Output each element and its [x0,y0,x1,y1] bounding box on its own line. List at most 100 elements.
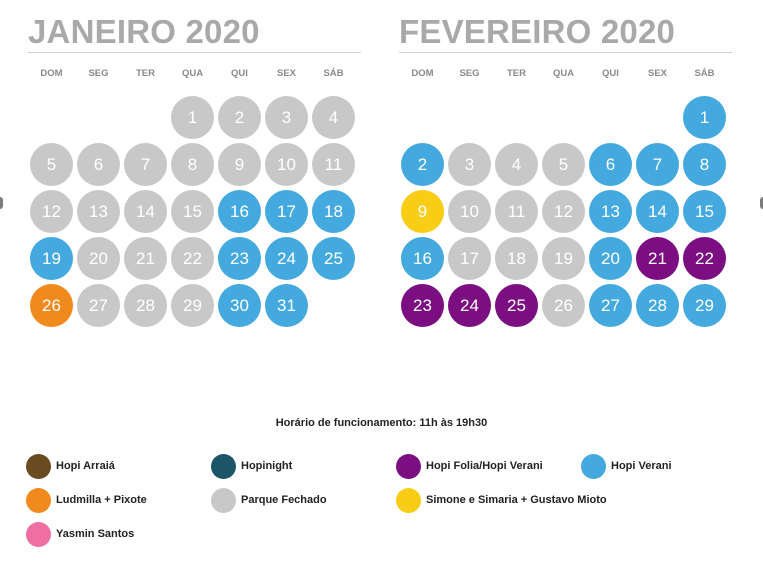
weekday-label: SÁB [694,68,715,79]
weekday-label: SEX [647,68,667,79]
legend-label: Hopi Folia/Hopi Verani [426,460,543,472]
weekday-header-row: DOM SEG TER QUA QUI SEX SÁB [28,67,361,81]
month-title: JANEIRO 2020 [28,13,260,50]
weekday-label: TER [507,68,526,79]
legend-label: Hopi Arraiá [56,460,115,472]
empty-day-slot [636,96,679,139]
calendar-day[interactable]: 27 [77,284,120,327]
weekday-label: DOM [411,68,434,79]
calendar-day[interactable]: 6 [589,143,632,186]
calendar-day[interactable]: 25 [495,284,538,327]
calendar-day[interactable]: 4 [312,96,355,139]
legend-item-hopi-folia: Hopi Folia/Hopi Verani [396,453,543,479]
calendar-day[interactable]: 18 [495,237,538,280]
left-edge-handle [0,197,3,209]
calendar-day[interactable]: 13 [589,190,632,233]
calendar-day[interactable]: 19 [30,237,73,280]
calendar-day[interactable]: 2 [401,143,444,186]
calendar-day[interactable]: 11 [312,143,355,186]
weekday-label: SEG [88,68,109,79]
weekday-label: TER [136,68,155,79]
month-calendar-january: JANEIRO 2020 DOM SEG TER QUA QUI SEX SÁB… [28,0,361,340]
calendar-day[interactable]: 7 [124,143,167,186]
calendar-day[interactable]: 10 [265,143,308,186]
calendar-day[interactable]: 16 [401,237,444,280]
calendar-day[interactable]: 4 [495,143,538,186]
calendar-day[interactable]: 16 [218,190,261,233]
calendar-day[interactable]: 21 [636,237,679,280]
calendar-day[interactable]: 22 [171,237,214,280]
calendar-day[interactable]: 14 [124,190,167,233]
empty-day-slot [448,96,491,139]
legend-color-dot [396,487,421,513]
legend-item-ludmilla-pixote: Ludmilla + Pixote [26,487,147,513]
calendar-day[interactable]: 23 [218,237,261,280]
calendar-day[interactable]: 26 [542,284,585,327]
legend-label: Yasmin Santos [56,528,135,540]
calendar-day[interactable]: 29 [171,284,214,327]
calendar-day[interactable]: 11 [495,190,538,233]
calendar-day[interactable]: 28 [636,284,679,327]
calendar-day[interactable]: 21 [124,237,167,280]
calendar-day[interactable]: 26 [30,284,73,327]
empty-day-slot [589,96,632,139]
empty-day-slot [77,96,120,139]
calendar-day[interactable]: 5 [30,143,73,186]
month-title: FEVEREIRO 2020 [399,13,676,50]
calendar-day[interactable]: 17 [448,237,491,280]
calendar-day[interactable]: 24 [265,237,308,280]
day-grid: 1 2 3 4 5 6 7 8 9 10 11 12 13 14 15 16 17 18 19 20 21 22 23 24 2… [28,94,361,329]
weekday-label: QUA [181,68,204,79]
calendar-day[interactable]: 7 [636,143,679,186]
calendar-day[interactable]: 2 [218,96,261,139]
calendar-day[interactable]: 3 [448,143,491,186]
calendar-day[interactable]: 13 [77,190,120,233]
calendar-day[interactable]: 23 [401,284,444,327]
calendar-day[interactable]: 15 [683,190,726,233]
calendar-day[interactable]: 12 [30,190,73,233]
calendar-day[interactable]: 19 [542,237,585,280]
calendar-day[interactable]: 8 [171,143,214,186]
legend-color-dot [26,521,51,547]
legend-item-hopinight: Hopinight [211,453,292,479]
legend-label: Hopinight [241,460,293,472]
calendar-day[interactable]: 18 [312,190,355,233]
calendar-day[interactable]: 9 [218,143,261,186]
legend-color-dot [211,487,236,513]
calendar-day[interactable]: 15 [171,190,214,233]
calendar-day[interactable]: 9 [401,190,444,233]
calendar-day[interactable]: 1 [683,96,726,139]
calendar-day[interactable]: 3 [265,96,308,139]
weekday-header-row: DOM SEG TER QUA QUI SEX SÁB [399,67,732,81]
weekday-label: QUI [602,68,619,79]
calendar-day[interactable]: 31 [265,284,308,327]
day-grid: 1 2 3 4 5 6 7 8 9 10 11 12 13 14 15 16 17 18 19 20 21 22 23 24 2… [399,94,732,329]
legend-item-hopi-arraia: Hopi Arraiá [26,453,115,479]
calendar-day[interactable]: 5 [542,143,585,186]
legend-label: Hopi Verani [611,460,672,472]
calendar-day[interactable]: 12 [542,190,585,233]
calendar-day[interactable]: 14 [636,190,679,233]
calendar-day[interactable]: 20 [77,237,120,280]
calendar-day[interactable]: 6 [77,143,120,186]
calendar-day[interactable]: 25 [312,237,355,280]
calendar-day[interactable]: 30 [218,284,261,327]
right-edge-handle [760,197,763,209]
calendar-day[interactable]: 17 [265,190,308,233]
calendar-day[interactable]: 20 [589,237,632,280]
calendar-day[interactable]: 27 [589,284,632,327]
legend-label: Simone e Simaria + Gustavo Mioto [426,494,607,506]
empty-day-slot [124,96,167,139]
calendar-day[interactable]: 28 [124,284,167,327]
weekday-label: DOM [40,68,63,79]
legend-color-dot [26,453,51,479]
title-divider [399,52,732,53]
calendar-day[interactable]: 1 [171,96,214,139]
calendar-day[interactable]: 22 [683,237,726,280]
calendar-day[interactable]: 24 [448,284,491,327]
weekday-label: SEX [276,68,296,79]
calendar-day[interactable]: 29 [683,284,726,327]
calendar-day[interactable]: 8 [683,143,726,186]
calendar-day[interactable]: 10 [448,190,491,233]
month-calendar-february: FEVEREIRO 2020 DOM SEG TER QUA QUI SEX S… [399,0,732,340]
